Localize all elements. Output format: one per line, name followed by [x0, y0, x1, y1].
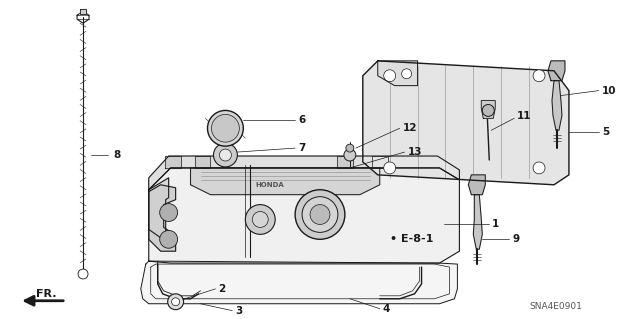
Circle shape: [533, 70, 545, 82]
Polygon shape: [474, 195, 483, 249]
Text: 6: 6: [298, 115, 305, 125]
Text: FR.: FR.: [36, 289, 56, 299]
Text: 1: 1: [492, 219, 499, 229]
Circle shape: [344, 149, 356, 161]
Text: 12: 12: [403, 123, 417, 133]
Polygon shape: [164, 156, 180, 168]
Circle shape: [310, 204, 330, 225]
Circle shape: [168, 294, 184, 310]
Circle shape: [211, 115, 239, 142]
Polygon shape: [481, 100, 495, 118]
Polygon shape: [148, 168, 460, 263]
Circle shape: [302, 197, 338, 232]
Text: 2: 2: [218, 284, 226, 294]
Circle shape: [346, 144, 354, 152]
Circle shape: [384, 162, 396, 174]
Polygon shape: [552, 81, 562, 130]
Text: 4: 4: [383, 304, 390, 314]
Polygon shape: [191, 168, 380, 195]
Polygon shape: [195, 156, 211, 168]
Text: 8: 8: [113, 150, 120, 160]
Circle shape: [402, 69, 412, 79]
Text: 11: 11: [517, 111, 532, 121]
Text: 7: 7: [298, 143, 305, 153]
Text: 10: 10: [602, 85, 616, 96]
Text: HONDA: HONDA: [256, 182, 285, 188]
Polygon shape: [80, 9, 86, 14]
Circle shape: [295, 190, 345, 239]
Polygon shape: [363, 61, 569, 185]
Text: SNA4E0901: SNA4E0901: [529, 302, 582, 311]
Polygon shape: [548, 61, 565, 81]
Circle shape: [214, 143, 237, 167]
Circle shape: [207, 110, 243, 146]
Circle shape: [252, 211, 268, 227]
Polygon shape: [148, 156, 460, 190]
Polygon shape: [337, 156, 353, 168]
Polygon shape: [141, 261, 458, 304]
Circle shape: [220, 149, 232, 161]
Polygon shape: [378, 61, 417, 85]
Polygon shape: [148, 178, 169, 241]
Circle shape: [533, 162, 545, 174]
Circle shape: [384, 70, 396, 82]
Circle shape: [483, 105, 494, 116]
Polygon shape: [148, 185, 175, 251]
Text: 5: 5: [602, 127, 609, 137]
Polygon shape: [372, 156, 388, 168]
Circle shape: [172, 298, 180, 306]
Circle shape: [160, 230, 178, 248]
Polygon shape: [468, 175, 485, 195]
Text: 13: 13: [408, 147, 422, 157]
Text: 9: 9: [512, 234, 519, 244]
Circle shape: [78, 269, 88, 279]
Text: • E-8-1: • E-8-1: [390, 234, 433, 244]
Circle shape: [160, 204, 178, 221]
Text: 3: 3: [236, 306, 243, 316]
Circle shape: [245, 204, 275, 234]
